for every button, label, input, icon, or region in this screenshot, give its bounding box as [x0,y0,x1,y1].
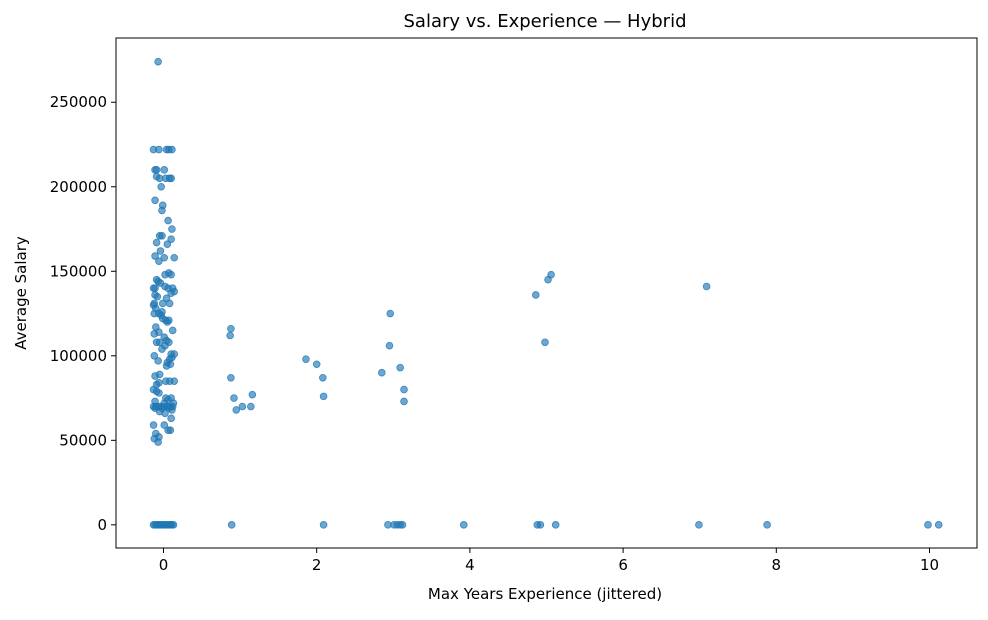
scatter-point [169,521,178,529]
chart-title: Salary vs. Experience — Hybrid [404,11,687,32]
scatter-point [154,438,162,446]
scatter-point [154,57,162,66]
scatter-point [150,351,159,360]
scatter-point [168,225,176,233]
x-tick-label: 4 [465,556,475,574]
scatter-point [151,196,159,205]
scatter-point [227,324,235,333]
scatter-point [155,257,163,265]
scatter-point [158,299,167,308]
scatter-point [151,284,159,292]
scatter-point [153,292,162,301]
x-tick-label: 10 [920,556,939,574]
scatter-point [157,182,165,191]
y-tick-label: 150000 [50,262,107,280]
scatter-point [155,338,164,347]
axes-layer: 0 2 4 6 8 10 0 50000 100000 150000 200000 250000 [50,37,978,574]
scatter-point [152,166,161,174]
scatter-point [396,363,404,372]
x-tick-label: 2 [312,556,322,574]
scatter-point [166,426,175,434]
scatter-point [400,397,408,406]
plot-frame [115,37,978,549]
scatter-point [158,206,166,215]
scatter-point [160,253,169,262]
scatter-point [164,216,172,225]
scatter-point [312,360,321,369]
y-tick-label: 50000 [59,431,107,449]
y-tick-label: 250000 [50,93,107,111]
scatter-point [695,521,703,529]
scatter-point [238,402,247,411]
scatter-point [154,357,162,365]
scatter-point [151,252,159,260]
scatter-point [156,247,165,255]
scatter-point [386,309,395,318]
scatter-point [378,368,386,377]
scatter-point [167,235,175,243]
scatter-point [398,521,407,529]
y-tick-label: 100000 [50,347,107,365]
scatter-point [168,406,176,414]
scatter-point [541,338,549,347]
scatter-point [170,253,179,262]
scatter-point [763,521,771,529]
scatter-point [170,377,179,385]
x-tick-label: 0 [159,556,169,574]
scatter-point [155,389,163,397]
scatter-point [155,145,163,154]
scatter-point [165,299,174,308]
scatter-point [924,521,932,529]
scatter-point [160,166,169,174]
scatter-point [702,282,711,291]
scatter-point [151,372,159,380]
scatter-point [168,326,177,335]
scatter-point [167,174,175,183]
points-layer [149,57,943,529]
scatter-point [226,331,234,340]
scatter-point [248,390,257,399]
scatter-point [547,270,555,279]
scatter-point [551,521,560,529]
scatter-point [934,521,943,529]
scatter-point [161,409,169,418]
y-tick-label: 200000 [50,178,107,196]
scatter-point [167,289,175,298]
scatter-point [149,421,158,429]
scatter-point [319,373,327,382]
scatter-point [385,341,394,350]
y-axis-title: Average Salary [12,236,30,350]
scatter-point [227,521,236,529]
scatter-point [319,521,328,529]
scatter-point [459,521,468,529]
scatter-point [162,362,171,370]
scatter-point [163,318,172,326]
scatter-point [161,270,169,279]
scatter-point [302,355,310,363]
scatter-point [150,330,159,338]
scatter-point [247,402,255,411]
scatter-point [167,414,175,423]
x-tick-label: 8 [772,556,782,574]
scatter-point [319,392,328,401]
scatter-point [232,406,241,414]
scatter-point [227,373,235,382]
scatter-point [160,421,169,429]
scatter-point [152,238,161,247]
scatter-point [158,345,166,353]
scatter-point [531,291,540,299]
x-axis-title: Max Years Experience (jittered) [428,585,662,603]
scatter-point [168,145,176,154]
scatter-point [536,521,545,529]
x-tick-label: 6 [618,556,628,574]
scatter-point [400,385,408,394]
scatter-point [163,240,172,249]
scatter-point [230,394,238,402]
y-tick-label: 0 [97,516,107,534]
scatter-point [158,231,166,240]
